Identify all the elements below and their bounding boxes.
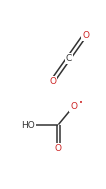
Text: O: O (55, 144, 62, 153)
Text: O: O (49, 77, 56, 86)
Text: C: C (66, 54, 72, 63)
Text: HO: HO (21, 121, 35, 130)
Text: O: O (70, 102, 78, 111)
Text: O: O (82, 31, 89, 40)
Text: •: • (79, 100, 83, 106)
